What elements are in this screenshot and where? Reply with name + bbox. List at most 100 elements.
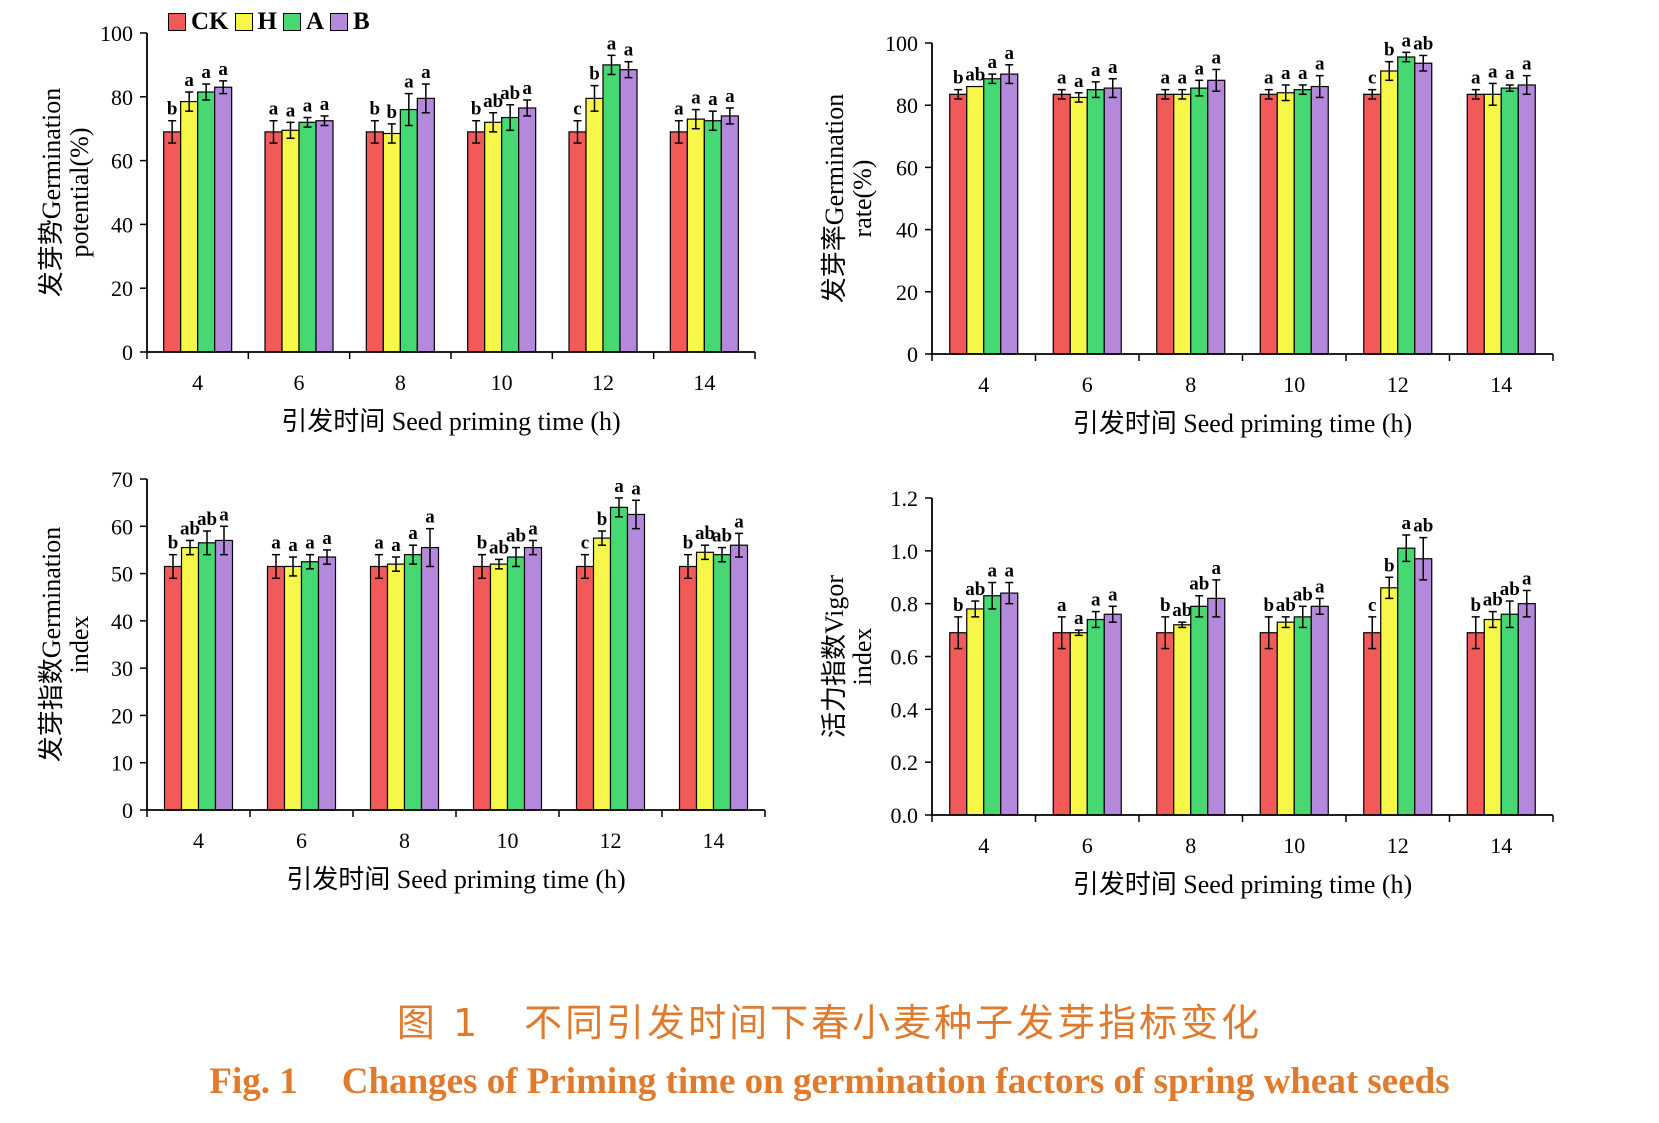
y-tick-label: 30 <box>111 656 133 681</box>
y-tick-label: 50 <box>111 562 133 587</box>
bar-ck <box>1259 93 1278 355</box>
x-tick-label: 4 <box>192 370 203 395</box>
x-tick-label: 14 <box>693 370 715 395</box>
significance-letter: a <box>522 78 532 99</box>
bar-ck <box>472 565 492 811</box>
bar-a <box>602 64 621 353</box>
significance-letter: a <box>607 33 617 54</box>
significance-letter: ab <box>1276 595 1296 616</box>
significance-letter: a <box>1471 68 1481 89</box>
significance-letter: a <box>988 52 998 73</box>
significance-letter: a <box>408 523 418 544</box>
caption-cn-fig-number: 图 1 <box>396 1001 481 1045</box>
significance-letter: a <box>691 88 701 109</box>
bar-ck <box>949 93 968 355</box>
legend: CK H A B <box>168 8 376 36</box>
significance-letter: c <box>581 533 589 554</box>
bar-ck <box>1156 93 1175 355</box>
bar-h <box>180 100 199 353</box>
significance-letter: ab <box>1189 574 1209 595</box>
legend-swatch <box>234 13 253 31</box>
bar-b <box>1207 597 1226 816</box>
significance-letter: a <box>219 504 229 525</box>
x-tick-label: 4 <box>978 372 989 397</box>
y-tick-label: 60 <box>111 514 133 539</box>
bar-ck <box>1259 632 1278 816</box>
bar-h <box>1483 93 1502 355</box>
significance-letter: b <box>953 68 964 89</box>
figure-area: 0 20 40 60 80 100 b a a a 4 a a a a 6 b b a a 8 b ab ab a 10 c b a a 1… <box>37 8 1554 899</box>
significance-letter: a <box>322 528 332 549</box>
y-tick-label: 0.0 <box>891 803 919 828</box>
significance-letter: a <box>1091 590 1101 611</box>
bar-b <box>416 97 435 353</box>
bar-a <box>1397 56 1416 355</box>
significance-letter: ab <box>965 579 985 600</box>
significance-letter: a <box>1195 58 1205 79</box>
bar-h <box>382 132 401 353</box>
bar-b <box>1517 603 1536 816</box>
significance-letter: ab <box>712 526 732 547</box>
significance-letter: a <box>1074 608 1084 629</box>
significance-letter: b <box>168 533 179 554</box>
significance-letter: ab <box>489 537 509 558</box>
y-axis-label-en: Germination <box>37 527 66 658</box>
caption-cn-text: 不同引发时间下春小麦种子发芽指标变化 <box>524 1001 1263 1045</box>
significance-letter: a <box>374 533 384 554</box>
x-tick-label: 14 <box>1490 372 1512 397</box>
y-axis-label: 活力指数Vigor <box>820 575 849 738</box>
significance-letter: a <box>1522 54 1532 75</box>
significance-letter: a <box>708 89 718 110</box>
significance-letter: b <box>471 99 482 120</box>
y-tick-label: 0.4 <box>891 697 919 722</box>
significance-letter: a <box>271 533 281 554</box>
significance-letter: a <box>391 535 401 556</box>
significance-letter: a <box>421 62 431 83</box>
significance-letter: ab <box>695 523 715 544</box>
bar-b <box>626 513 646 811</box>
significance-letter: a <box>614 476 624 497</box>
significance-letter: ab <box>180 518 200 539</box>
bar-h <box>1173 624 1192 816</box>
significance-letter: b <box>589 64 600 85</box>
bar-a <box>298 121 317 353</box>
legend-item-h: H <box>234 8 277 36</box>
bar-b <box>214 539 234 811</box>
bar-h <box>585 97 604 353</box>
significance-letter: a <box>674 99 684 120</box>
bar-a <box>1086 89 1105 355</box>
bar-ck <box>365 131 384 353</box>
significance-letter: a <box>1402 513 1412 534</box>
bar-a <box>1397 547 1416 816</box>
y-tick-label: 0 <box>907 342 918 367</box>
significance-letter: a <box>286 100 296 121</box>
significance-letter: a <box>218 59 228 80</box>
bar-b <box>729 544 749 811</box>
y-tick-label: 60 <box>111 149 133 174</box>
bar-b <box>1207 79 1226 355</box>
significance-letter: a <box>1057 68 1067 89</box>
bar-ck <box>1466 93 1485 355</box>
y-axis-label-line2: index <box>848 628 877 686</box>
x-tick-label: 4 <box>978 833 989 858</box>
significance-letter: b <box>477 533 488 554</box>
x-tick-label: 12 <box>592 370 614 395</box>
significance-letter: a <box>1212 47 1222 68</box>
significance-letter: ab <box>1172 600 1192 621</box>
y-axis-label-line2: rate(%) <box>848 160 877 238</box>
y-tick-label: 100 <box>885 31 918 56</box>
bar-h <box>966 85 985 355</box>
bar-ck <box>266 565 286 811</box>
bar-h <box>1380 587 1399 816</box>
legend-label: B <box>353 8 370 35</box>
y-tick-label: 0.2 <box>891 750 919 775</box>
bar-h <box>1276 92 1295 355</box>
bar-ck <box>1052 632 1071 816</box>
x-axis-label: 引发时间 Seed priming time (h) <box>1073 870 1412 899</box>
significance-letter: a <box>1522 568 1532 589</box>
legend-item-ck: CK <box>168 8 229 36</box>
significance-letter: ab <box>1413 33 1433 54</box>
